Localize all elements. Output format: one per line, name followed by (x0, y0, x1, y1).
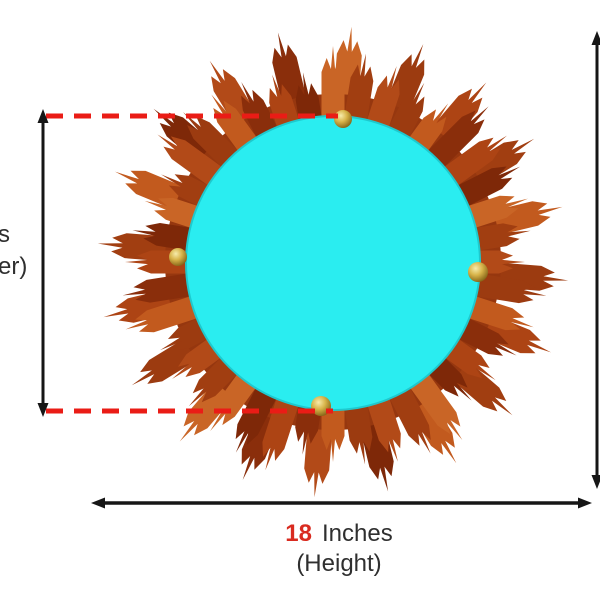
sunburst-ray (342, 392, 373, 465)
arrowhead-down-icon (37, 403, 49, 417)
brass-knob-left (169, 248, 187, 266)
sunburst-ray (262, 385, 303, 471)
sunburst-ray (125, 292, 210, 333)
arrowhead-up-icon (591, 31, 600, 45)
height-unit: Inches (321, 520, 393, 547)
brass-knob-top (334, 110, 352, 128)
arrowhead-right-icon (578, 497, 592, 509)
left-dimension-label-fragment: s (0, 221, 10, 248)
arrowhead-up-icon (37, 109, 49, 123)
sunburst-ray (342, 53, 374, 132)
height-dimension-caption: 18 Inches (Height) (239, 519, 439, 579)
left-dimension-label-fragment: er) (0, 253, 28, 280)
height-dimension-value-line: 18 Inches (239, 519, 439, 549)
sunburst-ray (363, 66, 400, 139)
mirror-glass (185, 115, 481, 411)
sunburst-ray (463, 223, 531, 253)
sunburst-ray (122, 271, 203, 303)
sunburst-ray (132, 222, 203, 253)
height-value: 18 (285, 520, 312, 547)
sunburst-ray (321, 46, 345, 128)
height-caption-line: (Height) (296, 550, 382, 577)
arrowhead-down-icon (591, 475, 600, 489)
arrowhead-left-icon (91, 497, 105, 509)
sunburst-ray (456, 292, 534, 331)
brass-knob-right (468, 262, 488, 282)
